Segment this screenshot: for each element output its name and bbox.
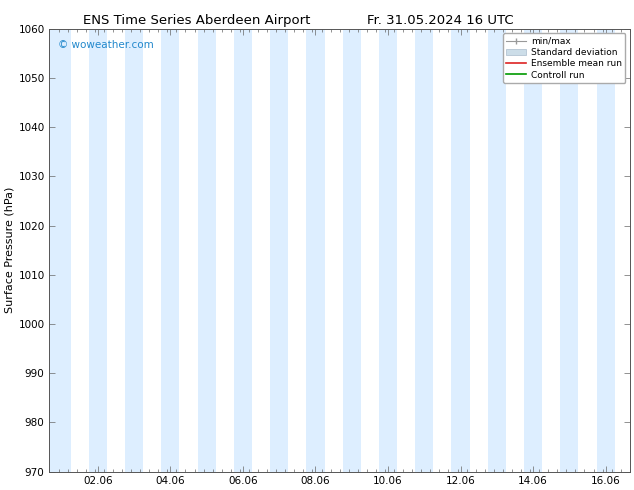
Bar [89,29,107,472]
Text: © woweather.com: © woweather.com [58,40,154,50]
Bar [49,29,70,472]
Bar [161,29,179,472]
Bar [415,29,434,472]
Bar [306,29,325,472]
Bar [198,29,216,472]
Y-axis label: Surface Pressure (hPa): Surface Pressure (hPa) [4,187,14,314]
Bar [451,29,470,472]
Bar [342,29,361,472]
Bar [524,29,542,472]
Bar [125,29,143,472]
Legend: min/max, Standard deviation, Ensemble mean run, Controll run: min/max, Standard deviation, Ensemble me… [503,33,625,83]
Bar [560,29,578,472]
Bar [234,29,252,472]
Text: Fr. 31.05.2024 16 UTC: Fr. 31.05.2024 16 UTC [367,14,514,27]
Text: ENS Time Series Aberdeen Airport: ENS Time Series Aberdeen Airport [83,14,310,27]
Bar [270,29,288,472]
Bar [488,29,506,472]
Bar [379,29,397,472]
Bar [597,29,615,472]
